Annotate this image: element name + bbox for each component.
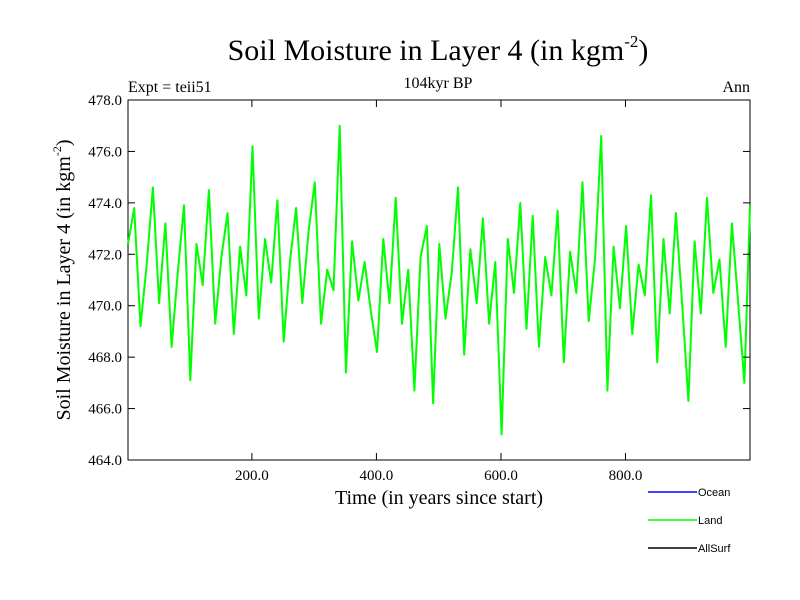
legend: Ocean Land AllSurf bbox=[648, 487, 731, 555]
chart-title: Soil Moisture in Layer 4 (in kgm-2) bbox=[228, 32, 649, 67]
plot-area bbox=[127, 99, 751, 461]
chart-title-main: Soil Moisture in Layer 4 (in kgm bbox=[228, 34, 625, 67]
chart-title-superscript: -2 bbox=[624, 32, 638, 51]
y-axis: 464.0 466.0 468.0 470.0 472.0 474.0 476.0 478.0 bbox=[88, 93, 750, 469]
series-line-land bbox=[127, 124, 751, 436]
period-label: Ann bbox=[722, 79, 750, 96]
y-axis-label-close: ) bbox=[53, 139, 75, 146]
x-tick-label: 400.0 bbox=[360, 468, 394, 484]
experiment-label: Expt = teii51 bbox=[128, 79, 212, 96]
y-tick-label: 474.0 bbox=[88, 196, 122, 212]
chart-subtitle: 104kyr BP bbox=[404, 75, 473, 92]
y-tick-label: 476.0 bbox=[88, 144, 122, 160]
chart-title-close: ) bbox=[638, 34, 648, 67]
y-tick-label: 466.0 bbox=[88, 402, 122, 418]
y-axis-label: Soil Moisture in Layer 4 (in kgm-2) bbox=[50, 139, 75, 420]
legend-label-ocean: Ocean bbox=[698, 487, 730, 499]
x-axis-label: Time (in years since start) bbox=[335, 487, 543, 509]
y-axis-label-main: Soil Moisture in Layer 4 (in kgm bbox=[53, 156, 75, 421]
legend-label-land: Land bbox=[698, 515, 722, 527]
y-tick-label: 468.0 bbox=[88, 350, 122, 366]
x-tick-label: 800.0 bbox=[609, 468, 643, 484]
x-tick-label: 600.0 bbox=[484, 468, 518, 484]
y-tick-label: 472.0 bbox=[88, 247, 122, 263]
x-axis: 200.0 400.0 600.0 800.0 bbox=[235, 100, 642, 484]
x-tick-label: 200.0 bbox=[235, 468, 269, 484]
legend-label-allsurf: AllSurf bbox=[698, 543, 731, 555]
y-tick-label: 478.0 bbox=[88, 93, 122, 109]
y-tick-label: 464.0 bbox=[88, 453, 122, 469]
y-tick-label: 470.0 bbox=[88, 299, 122, 315]
y-axis-label-superscript: -2 bbox=[50, 146, 64, 156]
